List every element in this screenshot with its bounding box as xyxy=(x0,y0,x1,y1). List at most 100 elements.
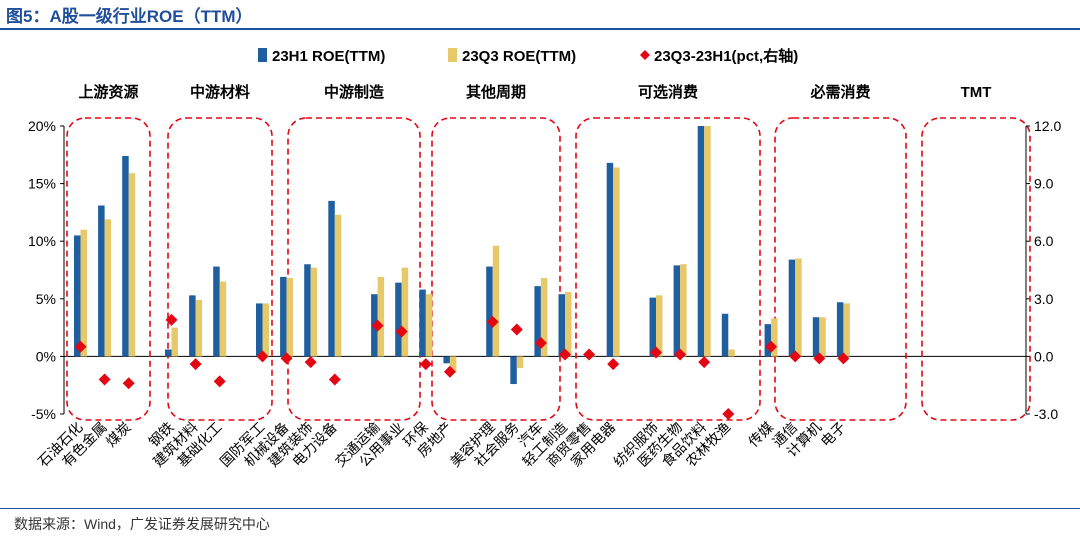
bar-23q3 xyxy=(195,299,203,357)
marker-diff xyxy=(328,373,341,386)
legend-marker xyxy=(640,50,650,60)
bar-23q3 xyxy=(565,291,572,357)
marker-diff xyxy=(674,348,687,361)
bar-23h1 xyxy=(443,356,450,364)
y-right-tick-label: 9.0 xyxy=(1034,176,1054,192)
legend-swatch xyxy=(258,48,267,62)
group-label: TMT xyxy=(961,84,992,101)
group-label: 其他周期 xyxy=(466,83,526,101)
marker-diff xyxy=(395,325,408,338)
bar-23h1 xyxy=(486,266,493,357)
category-label: 电子 xyxy=(817,419,848,450)
group-box xyxy=(167,117,273,421)
bar-23h1 xyxy=(721,313,729,357)
marker-diff xyxy=(698,356,711,369)
bar-23q3 xyxy=(516,356,524,368)
bar-23h1 xyxy=(534,286,541,357)
bar-23q3 xyxy=(613,167,620,357)
bar-23h1 xyxy=(395,282,402,357)
bar-23h1 xyxy=(836,302,844,357)
bar-23h1 xyxy=(606,162,614,357)
bar-23h1 xyxy=(280,276,287,357)
figure-title: 图5：A股一级行业ROE（TTM） xyxy=(6,7,253,26)
marker-diff xyxy=(486,315,499,328)
marker-diff xyxy=(122,377,135,390)
y-right-tick-label: 0.0 xyxy=(1034,348,1054,364)
bar-23h1 xyxy=(74,235,81,357)
bar-23h1 xyxy=(256,303,263,357)
y-left-tick-label: -5% xyxy=(31,406,56,422)
bar-23q3 xyxy=(128,173,136,357)
marker-diff xyxy=(765,340,778,353)
roe-chart: -5% 0% 5% 10% 15% 20% -3.0 0.0 3.0 6.0 9.0 12.0 23H1… xyxy=(28,47,1061,470)
bar-23h1 xyxy=(98,205,105,357)
bottom-rule xyxy=(0,508,1080,509)
marker-diff xyxy=(583,348,596,361)
group-label: 可选消费 xyxy=(638,83,698,101)
group-box xyxy=(575,117,761,421)
bar-23q3 xyxy=(171,327,178,357)
category-label: 传媒 xyxy=(745,419,776,450)
bar-23q3 xyxy=(704,126,711,357)
legend-swatch xyxy=(448,48,457,62)
bar-23q3 xyxy=(728,349,735,357)
y-left-tick-label: 0% xyxy=(36,348,56,364)
bar-23q3 xyxy=(310,267,318,357)
group-box xyxy=(431,117,561,421)
bar-23h1 xyxy=(213,266,220,357)
marker-diff xyxy=(213,375,226,388)
bar-23h1 xyxy=(189,295,196,357)
bar-23h1 xyxy=(419,289,426,357)
marker-diff xyxy=(256,350,269,363)
group-box xyxy=(287,117,421,421)
group-label: 中游制造 xyxy=(324,83,384,101)
y-right-tick-label: 6.0 xyxy=(1034,233,1054,249)
group-box xyxy=(66,117,151,421)
bar-23h1 xyxy=(764,324,772,357)
marker-diff xyxy=(534,336,547,349)
bar-23q3 xyxy=(104,219,112,357)
group-box xyxy=(921,117,1031,421)
legend-label: 23Q3-23H1(pct,右轴) xyxy=(654,47,798,65)
bar-23h1 xyxy=(697,126,705,357)
marker-diff xyxy=(559,348,571,361)
bar-23q3 xyxy=(492,245,500,357)
bar-23h1 xyxy=(122,155,129,357)
bar-23q3 xyxy=(401,267,409,357)
title-rule xyxy=(0,28,1080,30)
y-right-tick-label: -3.0 xyxy=(1034,406,1058,422)
group-label: 上游资源 xyxy=(78,83,138,101)
marker-diff xyxy=(789,350,802,363)
y-left-tick-label: 15% xyxy=(28,176,56,192)
source-note: 数据来源：Wind，广发证券发展研究中心 xyxy=(14,516,270,532)
bar-23h1 xyxy=(649,297,656,357)
bar-23h1 xyxy=(558,294,565,357)
marker-diff xyxy=(189,358,202,371)
bar-23h1 xyxy=(328,200,335,357)
marker-diff xyxy=(607,358,620,371)
bar-23q3 xyxy=(80,229,87,357)
bar-23q3 xyxy=(377,276,385,357)
group-label: 中游材料 xyxy=(190,83,250,101)
bar-23q3 xyxy=(819,317,826,357)
marker-diff xyxy=(722,408,735,420)
bar-23h1 xyxy=(304,264,311,357)
bar-23q3 xyxy=(219,281,227,357)
bar-23q3 xyxy=(449,356,457,373)
y-left-tick-label: 20% xyxy=(28,118,56,134)
y-right-tick-label: 3.0 xyxy=(1034,291,1054,307)
marker-diff xyxy=(98,373,111,386)
legend-label: 23H1 ROE(TTM) xyxy=(272,48,385,65)
marker-diff xyxy=(74,340,87,353)
marker-diff xyxy=(837,352,850,365)
bar-23h1 xyxy=(510,356,517,385)
marker-diff xyxy=(813,352,826,365)
marker-diff xyxy=(165,313,178,326)
bar-23q3 xyxy=(286,278,294,357)
bar-23q3 xyxy=(262,303,269,357)
bar-23q3 xyxy=(680,264,687,357)
category-label: 煤炭 xyxy=(103,419,134,450)
bar-23q3 xyxy=(540,278,548,357)
bar-23h1 xyxy=(165,349,172,357)
y-left-tick-label: 10% xyxy=(28,233,56,249)
